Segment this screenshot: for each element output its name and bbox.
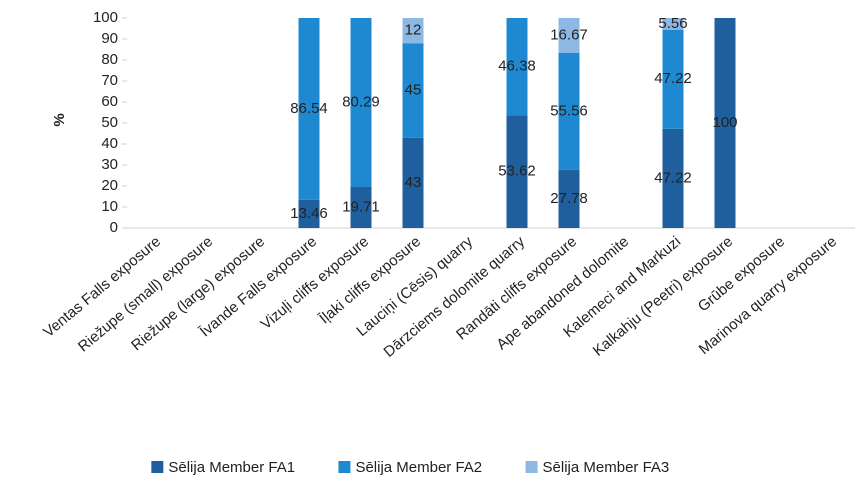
data-label: 47.22 bbox=[654, 70, 692, 87]
data-label: 100 bbox=[712, 114, 737, 131]
bar-segment bbox=[506, 115, 528, 228]
bar-segment bbox=[558, 17, 580, 53]
bar-segment bbox=[298, 199, 320, 228]
bar-segment bbox=[662, 128, 684, 228]
data-label: 53.62 bbox=[498, 163, 536, 180]
y-tick-label: 60 bbox=[101, 93, 118, 110]
legend-swatch bbox=[525, 461, 538, 473]
bar-segment bbox=[558, 169, 580, 228]
y-tick-label: 90 bbox=[101, 30, 118, 47]
legend-swatch bbox=[338, 461, 351, 473]
y-tick-label: 50 bbox=[101, 114, 118, 131]
data-label: 46.38 bbox=[498, 58, 536, 75]
bar-segment bbox=[402, 18, 424, 44]
y-tick-label: 30 bbox=[101, 156, 118, 173]
y-tick-label: 100 bbox=[93, 9, 118, 26]
data-label: 45 bbox=[405, 81, 422, 98]
y-tick-label: 80 bbox=[101, 51, 118, 68]
data-label: 55.56 bbox=[550, 102, 588, 119]
bar-segment bbox=[402, 137, 424, 228]
data-label: 19.71 bbox=[342, 198, 380, 215]
y-tick-label: 20 bbox=[101, 177, 118, 194]
bar-segment bbox=[350, 18, 372, 187]
y-tick-label: 40 bbox=[101, 135, 118, 152]
x-tick-label: Grūbe exposure bbox=[695, 233, 788, 315]
y-tick-label: 70 bbox=[101, 72, 118, 89]
bar-segment bbox=[662, 29, 684, 129]
data-label: 16.67 bbox=[550, 26, 588, 43]
bar-segment bbox=[662, 18, 684, 30]
data-label: 13.46 bbox=[290, 205, 328, 222]
data-label: 12 bbox=[405, 22, 422, 39]
bar-segment bbox=[558, 52, 580, 170]
bar-segment bbox=[402, 43, 424, 138]
legend-label: Sēlija Member FA3 bbox=[543, 459, 670, 476]
legend-label: Sēlija Member FA1 bbox=[168, 459, 295, 476]
data-label: 5.56 bbox=[658, 15, 687, 32]
bar-segment bbox=[506, 18, 528, 116]
y-tick-label: 0 bbox=[110, 219, 118, 236]
data-label: 86.54 bbox=[290, 100, 328, 117]
bar-segment bbox=[350, 186, 372, 228]
data-label: 43 bbox=[405, 174, 422, 191]
bar-segment bbox=[298, 18, 320, 200]
data-label: 80.29 bbox=[342, 93, 380, 110]
y-axis-label: % bbox=[51, 113, 68, 126]
y-tick-label: 10 bbox=[101, 198, 118, 215]
data-label: 27.78 bbox=[550, 190, 588, 207]
legend-swatch bbox=[151, 461, 164, 473]
bar-segment bbox=[714, 18, 736, 228]
legend-label: Sēlija Member FA2 bbox=[355, 459, 482, 476]
data-label: 47.22 bbox=[654, 169, 692, 186]
